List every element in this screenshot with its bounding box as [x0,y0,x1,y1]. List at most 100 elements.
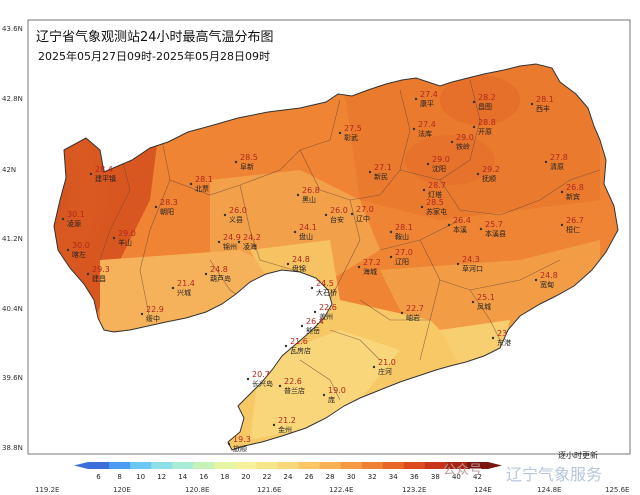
station-value: 28.7 [428,181,446,190]
station-marker: 27.2海城 [357,258,381,276]
station-name: 抚顺 [482,174,496,183]
station-value: 25.1 [477,293,495,302]
station-name: 旅顺 [233,444,247,453]
colorbar-tick: 14 [178,473,187,481]
station-value: 27.4 [420,90,438,99]
station-marker: 30.1凌源 [61,210,85,228]
station-dot [389,230,393,234]
station-name: 长兴岛 [252,379,273,388]
station-value: 24.8 [210,265,228,274]
station-value: 27.5 [344,124,362,133]
station-marker: 26.7桓仁 [560,216,584,234]
station-name: 辽中 [356,214,370,223]
station-dot [223,213,227,217]
station-marker: 27.0辽阳 [389,248,413,266]
station-value: 26.0 [229,206,247,215]
station-marker: 24.1盘山 [293,223,317,241]
station-name: 宽甸 [540,280,554,289]
station-name: 朝阳 [160,207,174,216]
station-marker: 26.8黑山 [296,186,320,204]
station-name: 兴城 [177,288,191,297]
lon-label: 119.2E [35,486,60,494]
colorbar-tick: 18 [220,473,229,481]
station-marker: 27.4康平 [414,90,438,108]
station-dot [450,140,454,144]
colorbar-swatch [319,462,342,469]
station-dot [414,97,418,101]
station-value: 28.4 [95,165,113,174]
station-dot [86,272,90,276]
station-dot [61,217,65,221]
lon-label: 120.8E [185,486,210,494]
station-dot [350,212,354,216]
station-name: 凌海 [243,242,257,251]
colorbar-swatch [130,462,152,469]
station-name: 灯塔 [428,190,442,199]
watermark-sub: 公众号 [443,463,483,478]
station-value: 24.2 [243,233,261,242]
station-name: 鞍山 [395,232,409,241]
station-value: 28.2 [478,93,496,102]
station-dot [154,205,158,209]
colorbar-tick: 36 [410,473,419,481]
lat-label: 42.8N [2,95,23,103]
station-marker: 26.4本溪 [447,216,471,234]
station-marker: 29.2抚顺 [476,165,500,183]
station-dot [293,230,297,234]
lon-label: 121.6E [257,486,282,494]
colorbar-swatch [445,462,468,469]
colorbar-swatch [403,462,426,469]
station-name: 黑山 [302,195,316,204]
colorbar-swatch [361,462,384,469]
station-value: 28.1 [536,95,554,104]
watermark: 辽宁气象服务 [506,465,603,484]
colorbar-swatch [382,462,405,469]
lon-label: 120E [113,486,131,494]
station-value: 27.4 [418,120,436,129]
station-value: 29.0 [118,229,136,238]
station-value: 29.3 [92,265,110,274]
colorbar-tick: 34 [389,473,398,481]
station-name: 盘锦 [292,264,306,273]
station-value: 26.4 [306,317,324,326]
station-name: 建平镇 [95,174,116,183]
lat-label: 43.6N [2,25,23,33]
station-name: 辽阳 [395,257,409,266]
station-marker: 28.3朝阳 [154,198,178,216]
station-name: 北票 [195,185,209,193]
colorbar-tick: 16 [199,473,208,481]
station-value: 30.0 [72,241,90,250]
station-marker: 27.1新民 [368,163,392,181]
station-dot [189,182,193,186]
station-name: 昌图 [478,103,492,111]
station-name: 建昌 [92,274,106,283]
station-name: 海城 [363,267,377,276]
station-dot [171,286,175,290]
station-name: 东港 [497,338,511,347]
station-name: 桓仁 [566,225,580,234]
colorbar-tick: 26 [305,473,314,481]
colorbar-tick: 12 [157,473,166,481]
station-value: 26.7 [566,216,584,225]
station-name: 普兰店 [284,386,305,395]
station-dot [389,255,393,259]
station-value: 29.2 [482,165,500,174]
station-value: 24.1 [299,223,317,232]
colorbar-swatch [193,462,215,469]
station-marker: 27.8清原 [544,153,568,171]
station-name: 阜新 [240,162,254,171]
station-marker: 24.9锦州 [217,233,241,251]
colorbar-tick: 28 [326,473,335,481]
station-marker: 21.4兴城 [171,279,195,297]
station-value: 19.0 [328,386,346,395]
station-name: 铁岭 [456,142,470,151]
station-dot [227,442,231,446]
station-marker: 26.0台安 [324,206,348,224]
station-name: 西丰 [536,104,550,113]
station-name: 本溪 [453,225,467,234]
station-value: 28.5 [240,153,258,162]
station-value: 24.8 [540,271,558,280]
station-marker: 28.7灯塔 [422,181,446,199]
station-dot [324,213,328,217]
